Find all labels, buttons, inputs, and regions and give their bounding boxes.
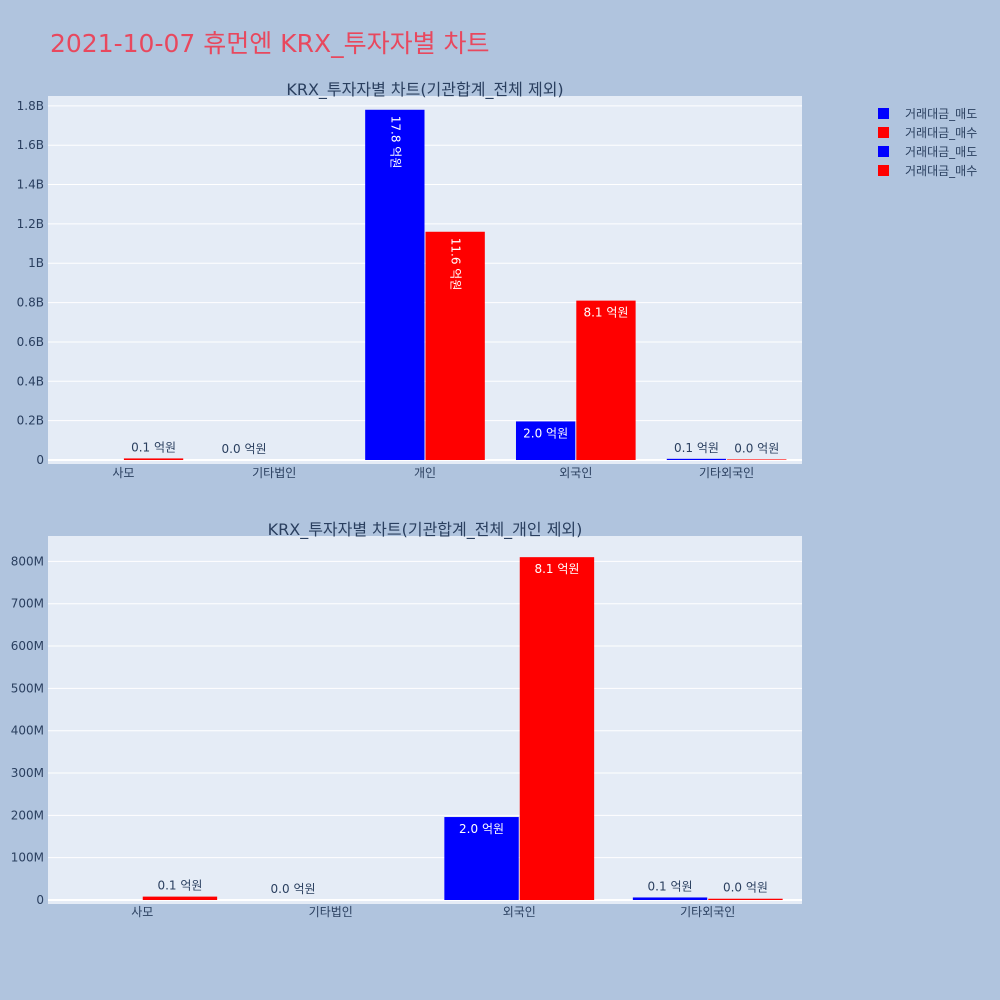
y-tick-label: 1.4B xyxy=(17,178,44,192)
y-tick-label: 500M xyxy=(11,681,44,695)
legend-label: 거래대금_매수 xyxy=(905,126,978,140)
legend-label: 거래대금_매도 xyxy=(905,145,978,159)
bar xyxy=(727,459,787,460)
plot-area xyxy=(48,96,802,464)
legend-swatch-icon xyxy=(878,108,889,119)
data-label: 0.1 억원 xyxy=(648,879,693,893)
y-tick-label: 100M xyxy=(11,851,44,865)
data-label: 11.6 억원 xyxy=(449,238,463,291)
data-label: 0.0 억원 xyxy=(734,441,779,455)
bar xyxy=(365,109,425,460)
page-title: 2021-10-07 휴먼엔 KRX_투자자별 차트 xyxy=(50,29,490,58)
x-tick-label: 기타외국인 xyxy=(680,905,735,919)
y-tick-label: 0.6B xyxy=(17,335,44,349)
legend-label: 거래대금_매도 xyxy=(905,107,978,121)
y-tick-label: 800M xyxy=(11,554,44,568)
x-tick-label: 기타법인 xyxy=(309,905,353,919)
data-label: 0.0 억원 xyxy=(271,882,316,896)
legend-swatch-icon xyxy=(878,127,889,138)
legend-item-sell[interactable]: 거래대금_매도 xyxy=(870,142,977,161)
bar xyxy=(576,300,636,460)
y-tick-label: 1B xyxy=(28,256,44,270)
x-tick-label: 사모 xyxy=(131,905,153,919)
legend-swatch-icon xyxy=(878,146,889,157)
x-tick-label: 외국인 xyxy=(559,466,592,480)
data-label: 17.8 억원 xyxy=(388,116,402,169)
data-label: 2.0 억원 xyxy=(459,822,504,836)
bar xyxy=(515,421,576,460)
data-label: 0.1 억원 xyxy=(674,441,719,455)
y-tick-label: 0 xyxy=(36,453,44,467)
data-label: 8.1 억원 xyxy=(583,306,628,320)
x-tick-label: 기타법인 xyxy=(252,466,296,480)
y-tick-label: 200M xyxy=(11,808,44,822)
y-tick-label: 0 xyxy=(36,893,44,907)
legend-label: 거래대금_매수 xyxy=(905,164,978,178)
bar xyxy=(519,557,595,900)
y-tick-label: 1.8B xyxy=(17,99,44,113)
data-label: 2.0 억원 xyxy=(523,426,568,440)
bar xyxy=(666,458,727,460)
data-label: 0.1 억원 xyxy=(131,440,176,454)
data-label: 0.1 억원 xyxy=(157,879,202,893)
legend-item-buy[interactable]: 거래대금_매수 xyxy=(870,161,977,180)
x-tick-label: 기타외국인 xyxy=(699,466,754,480)
legend-item-buy[interactable]: 거래대금_매수 xyxy=(870,123,977,142)
y-tick-label: 700M xyxy=(11,597,44,611)
y-tick-label: 600M xyxy=(11,639,44,653)
y-tick-label: 1.6B xyxy=(17,138,44,152)
legend-swatch-icon xyxy=(878,165,889,176)
bar xyxy=(632,897,708,900)
y-tick-label: 300M xyxy=(11,766,44,780)
bar xyxy=(142,896,218,900)
chart-title: KRX_투자자별 차트(기관합계_전체 제외) xyxy=(286,80,563,100)
y-tick-label: 1.2B xyxy=(17,217,44,231)
data-label: 0.0 억원 xyxy=(222,442,267,456)
plot-area xyxy=(48,536,802,904)
chart-title: KRX_투자자별 차트(기관합계_전체_개인 제외) xyxy=(268,520,583,540)
x-tick-label: 사모 xyxy=(112,466,134,480)
bar xyxy=(708,898,783,900)
y-tick-label: 0.8B xyxy=(17,296,44,310)
bar xyxy=(123,458,184,460)
y-tick-label: 0.4B xyxy=(17,374,44,388)
y-tick-label: 0.2B xyxy=(17,414,44,428)
data-label: 8.1 억원 xyxy=(534,562,579,576)
legend-item-sell[interactable]: 거래대금_매도 xyxy=(870,104,977,123)
data-label: 0.0 억원 xyxy=(723,881,768,895)
x-tick-label: 외국인 xyxy=(503,905,536,919)
x-tick-label: 개인 xyxy=(414,466,436,480)
legend[interactable]: 거래대금_매도 거래대금_매수 거래대금_매도 거래대금_매수 xyxy=(870,104,977,180)
y-tick-label: 400M xyxy=(11,724,44,738)
bar xyxy=(444,817,519,900)
bar xyxy=(425,231,485,460)
